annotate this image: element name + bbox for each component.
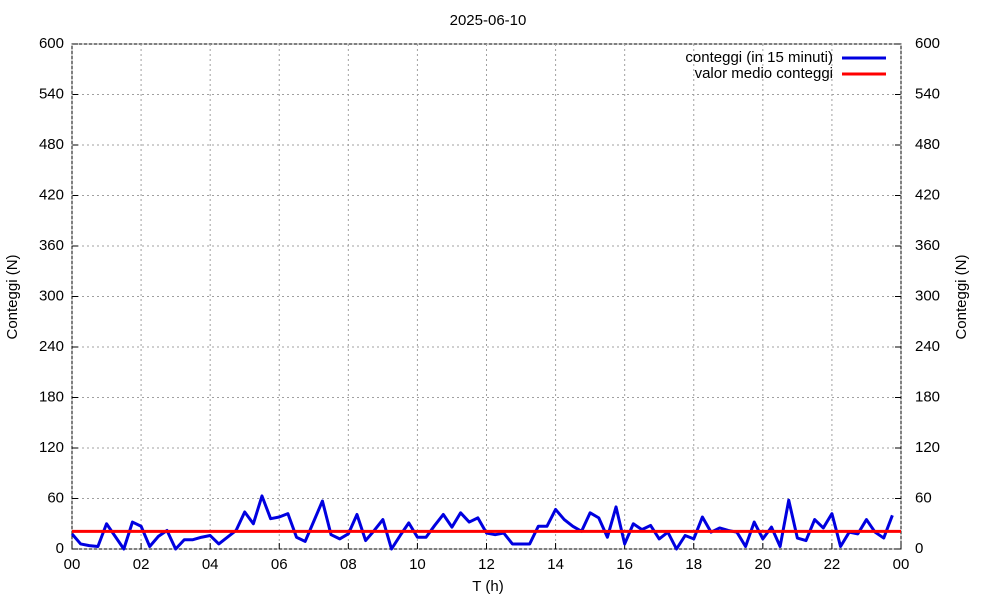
x-tick-label: 04 bbox=[202, 556, 219, 573]
x-tick-label: 20 bbox=[754, 556, 771, 573]
y-tick-label: 0 bbox=[56, 540, 64, 557]
x-tick-label: 16 bbox=[616, 556, 633, 573]
y-tick-label: 180 bbox=[39, 388, 64, 405]
x-tick-label: 14 bbox=[547, 556, 564, 573]
y-tick-label: 120 bbox=[39, 439, 64, 456]
x-tick-label: 00 bbox=[64, 556, 81, 573]
data-line bbox=[70, 494, 894, 551]
y2-tick-label: 120 bbox=[915, 439, 940, 456]
y2-tick-label: 540 bbox=[915, 85, 940, 102]
legend-label: valor medio conteggi bbox=[695, 65, 833, 82]
y-tick-label: 240 bbox=[39, 338, 64, 355]
x-tick-label: 08 bbox=[340, 556, 357, 573]
y-tick-label: 360 bbox=[39, 237, 64, 254]
y2-tick-label: 300 bbox=[915, 287, 940, 304]
y2-tick-label: 360 bbox=[915, 237, 940, 254]
y2-tick-label: 420 bbox=[915, 186, 940, 203]
y2-tick-label: 60 bbox=[915, 489, 932, 506]
chart-title: 2025-06-10 bbox=[450, 12, 527, 29]
x-tick-label: 18 bbox=[685, 556, 702, 573]
y2-axis-label: Conteggi (N) bbox=[953, 254, 970, 339]
x-tick-label: 22 bbox=[824, 556, 841, 573]
y-tick-label: 300 bbox=[39, 287, 64, 304]
y2-tick-label: 180 bbox=[915, 388, 940, 405]
x-tick-label: 06 bbox=[271, 556, 288, 573]
x-tick-label: 12 bbox=[478, 556, 495, 573]
y2-tick-label: 480 bbox=[915, 136, 940, 153]
x-tick-label: 00 bbox=[893, 556, 910, 573]
y2-tick-label: 600 bbox=[915, 35, 940, 52]
y-tick-label: 600 bbox=[39, 35, 64, 52]
x-tick-label: 02 bbox=[133, 556, 150, 573]
x-axis-label: T (h) bbox=[472, 578, 503, 595]
y-tick-label: 480 bbox=[39, 136, 64, 153]
legend-label: conteggi (in 15 minuti) bbox=[685, 49, 833, 66]
y-axis-label: Conteggi (N) bbox=[4, 254, 21, 339]
y2-tick-label: 240 bbox=[915, 338, 940, 355]
y-tick-label: 420 bbox=[39, 186, 64, 203]
y-tick-label: 540 bbox=[39, 85, 64, 102]
x-tick-label: 10 bbox=[409, 556, 426, 573]
y2-tick-label: 0 bbox=[915, 540, 923, 557]
y-tick-label: 60 bbox=[47, 489, 64, 506]
